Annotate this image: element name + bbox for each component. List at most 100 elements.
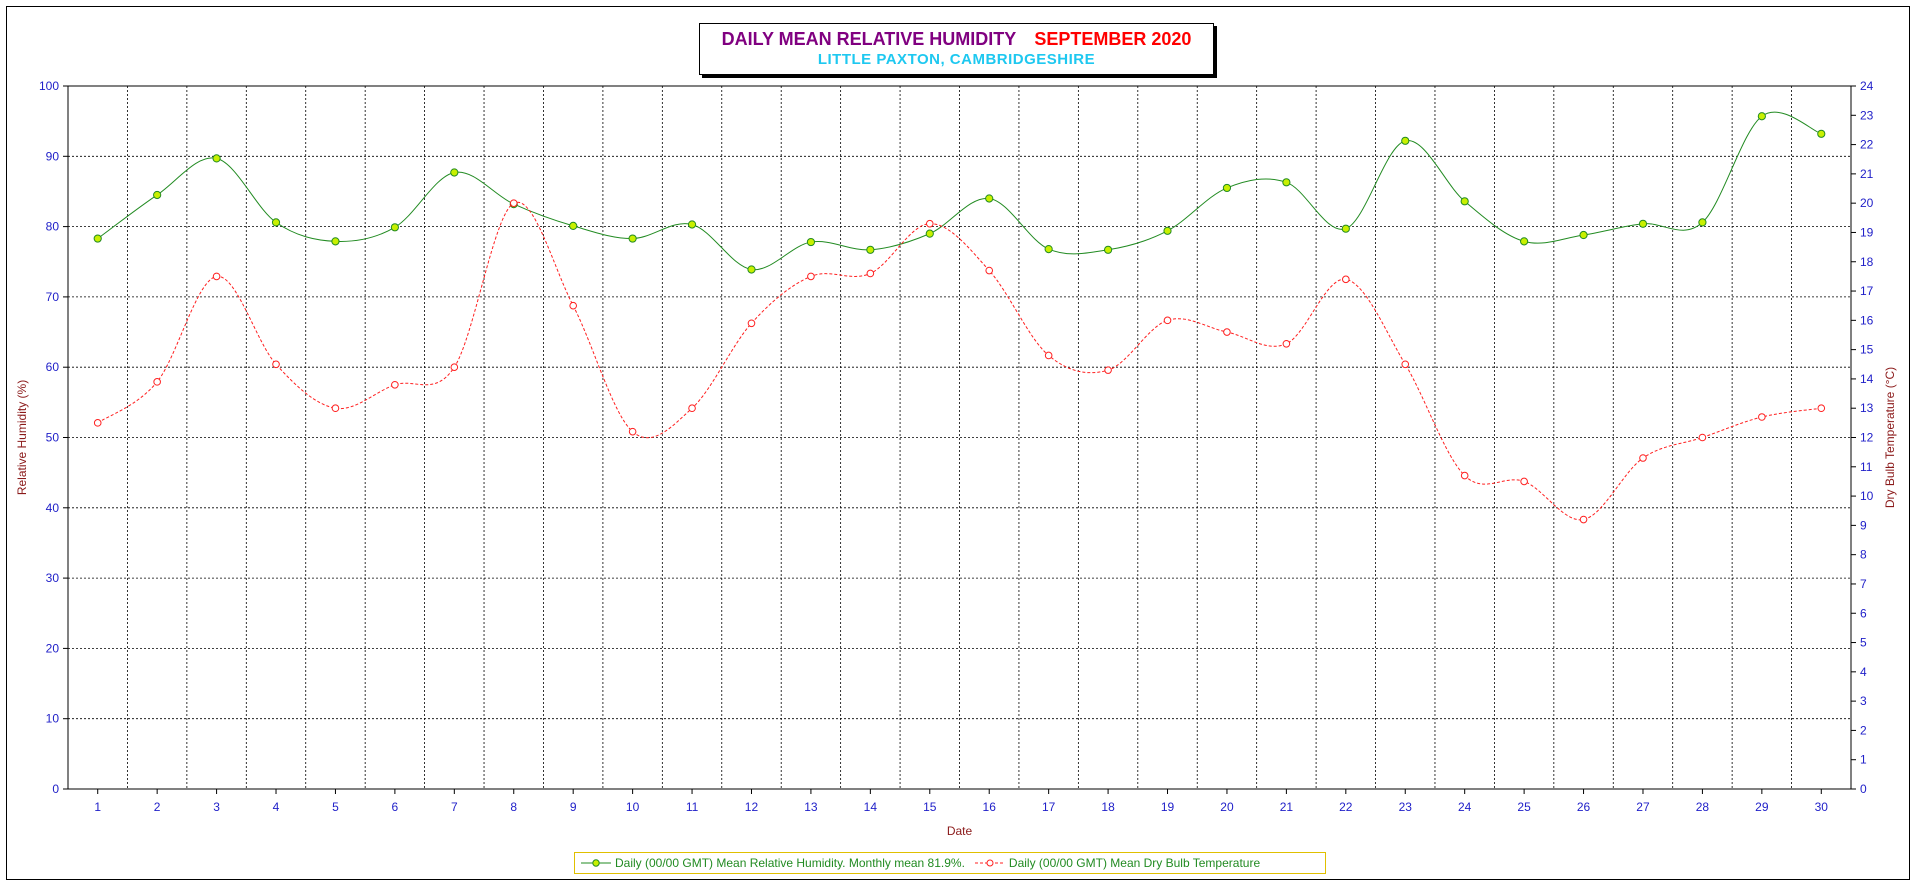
x-tick-label: 9 [570, 800, 577, 814]
left-tick-label: 30 [46, 571, 60, 585]
x-tick-label: 30 [1815, 800, 1829, 814]
x-tick-label: 20 [1220, 800, 1234, 814]
temperature-point [747, 319, 756, 328]
temperature-point [628, 427, 637, 436]
chart-title-box: DAILY MEAN RELATIVE HUMIDITY SEPTEMBER 20… [699, 23, 1214, 75]
grid-layer [68, 86, 1851, 789]
humidity-point [212, 154, 221, 163]
right-tick-label: 11 [1860, 460, 1873, 474]
temperature-point [807, 272, 815, 281]
right-tick-label: 3 [1860, 694, 1867, 708]
right-tick-label: 14 [1860, 372, 1874, 386]
humidity-series [93, 111, 1826, 274]
right-tick-label: 19 [1860, 225, 1874, 239]
humidity-point [1401, 136, 1410, 145]
x-tick-label: 24 [1458, 800, 1472, 814]
legend-humidity-label: Daily (00/00 GMT) Mean Relative Humidity… [615, 856, 965, 870]
x-tick-label: 13 [804, 800, 818, 814]
legend-item-humidity: Daily (00/00 GMT) Mean Relative Humidity… [575, 856, 965, 870]
temperature-point [391, 380, 399, 389]
right-tick-label: 23 [1860, 108, 1874, 122]
humidity-point [153, 190, 162, 200]
temperature-point [1342, 275, 1350, 284]
left-tick-label: 60 [46, 360, 60, 374]
x-tick-label: 27 [1636, 800, 1650, 814]
x-tick-label: 14 [864, 800, 878, 814]
temperature-point [688, 404, 696, 413]
humidity-point [1520, 237, 1529, 246]
x-tick-label: 29 [1755, 800, 1769, 814]
x-tick-label: 26 [1577, 800, 1591, 814]
left-tick-label: 70 [46, 290, 60, 304]
humidity-point [1103, 245, 1113, 254]
right-tick-label: 16 [1860, 313, 1874, 327]
right-tick-label: 17 [1860, 284, 1874, 298]
humidity-point [925, 229, 934, 238]
left-tick-label: 40 [46, 501, 60, 515]
legend: Daily (00/00 GMT) Mean Relative Humidity… [574, 852, 1326, 874]
x-tick-label: 11 [686, 800, 699, 814]
chart-title: DAILY MEAN RELATIVE HUMIDITY SEPTEMBER 20… [700, 29, 1213, 50]
right-tick-label: 13 [1860, 401, 1874, 415]
right-y-axis-label: Dry Bulb Temperature (°C) [1883, 367, 1897, 508]
humidity-point [1222, 183, 1232, 193]
right-tick-label: 24 [1860, 79, 1874, 93]
right-tick-label: 1 [1860, 753, 1867, 767]
left-tick-label: 80 [46, 220, 60, 234]
temperature-point [1401, 360, 1410, 369]
right-tick-label: 9 [1860, 518, 1867, 532]
temperature-line [97, 201, 1822, 521]
temperature-point [1223, 328, 1231, 336]
right-tick-label: 6 [1860, 606, 1867, 620]
temperature-point [1104, 366, 1112, 374]
humidity-point [985, 194, 994, 203]
left-tick-label: 50 [46, 431, 60, 445]
x-tick-label: 7 [451, 800, 458, 814]
humidity-point [1163, 226, 1172, 235]
humidity-line [97, 111, 1822, 270]
legend-humidity-swatch [581, 859, 611, 867]
x-tick-label: 21 [1280, 800, 1294, 814]
temperature-point [1520, 477, 1528, 486]
temperature-point [450, 363, 459, 372]
x-tick-label: 5 [332, 800, 339, 814]
x-tick-label: 17 [1042, 800, 1056, 814]
humidity-point [1460, 197, 1469, 206]
left-tick-label: 20 [46, 641, 60, 655]
temperature-point [1639, 454, 1647, 462]
x-tick-label: 28 [1696, 800, 1710, 814]
right-tick-label: 5 [1860, 636, 1867, 650]
temperature-point [1698, 433, 1707, 442]
legend-temperature-swatch [974, 859, 1005, 867]
right-tick-label: 22 [1860, 138, 1874, 152]
humidity-point [1698, 218, 1707, 227]
humidity-point [866, 245, 875, 254]
chart-subtitle-location: LITTLE PAXTON, CAMBRIDGESHIRE [817, 51, 1096, 68]
temperature-point [985, 266, 994, 275]
humidity-point [569, 221, 578, 230]
humidity-point [687, 220, 697, 229]
x-tick-label: 1 [94, 800, 101, 814]
humidity-point [1757, 112, 1766, 121]
right-tick-label: 15 [1860, 343, 1874, 357]
temperature-point [272, 360, 280, 369]
humidity-point [747, 265, 756, 274]
x-tick-label: 10 [626, 800, 640, 814]
temperature-point [1163, 316, 1172, 325]
chart-frame [6, 6, 1910, 880]
x-tick-label: 8 [510, 800, 517, 814]
humidity-point [93, 234, 102, 243]
x-tick-label: 12 [745, 800, 759, 814]
right-tick-label: 2 [1860, 723, 1867, 737]
right-tick-label: 12 [1860, 431, 1874, 445]
right-tick-label: 8 [1860, 548, 1867, 562]
humidity-point [1341, 224, 1350, 233]
series-layer [93, 111, 1826, 524]
humidity-point [450, 168, 459, 177]
legend-item-temperature: Daily (00/00 GMT) Mean Dry Bulb Temperat… [969, 856, 1260, 870]
x-axis-ticks: 1 2 3 4 5 6 7 8 9 10 11 12 13 14 15 16 17 18 19 20 21 22 23 24 2… [94, 789, 1828, 814]
x-tick-label: 25 [1517, 800, 1531, 814]
temperature-point [1044, 351, 1053, 360]
humidity-point [806, 237, 816, 247]
